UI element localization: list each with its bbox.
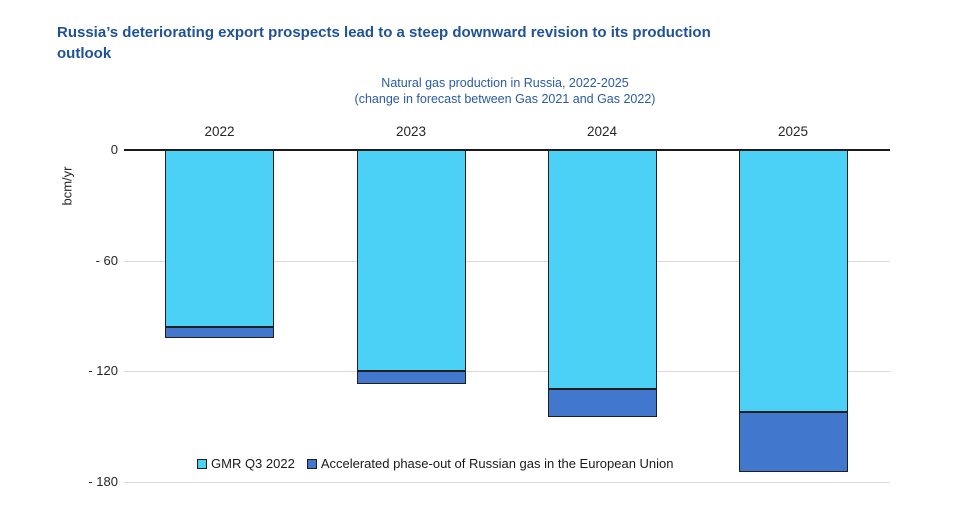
legend-label: GMR Q3 2022 <box>211 456 295 471</box>
legend-swatch-icon <box>197 458 207 469</box>
category-label: 2025 <box>777 124 809 139</box>
y-axis-label: bcm/yr <box>59 166 75 206</box>
chart-legend: GMR Q3 2022 Accelerated phase-out of Rus… <box>197 456 674 471</box>
page-title-line-1: Russia’s deteriorating export prospects … <box>57 24 711 41</box>
gridline <box>124 481 890 483</box>
legend-item-accelerated-phase-out: Accelerated phase-out of Russian gas in … <box>306 456 674 471</box>
chart-subtitle: Natural gas production in Russia, 2022-2… <box>40 75 968 107</box>
bar-segment <box>547 389 657 418</box>
legend-label: Accelerated phase-out of Russian gas in … <box>320 456 674 471</box>
y-tick-label: - 60 <box>95 252 118 268</box>
category-label: 2022 <box>204 124 235 139</box>
y-tick-label: 0 <box>110 142 118 157</box>
category-label: 2024 <box>586 124 618 139</box>
stacked-bar-2023 <box>356 150 466 384</box>
chart-subtitle-line-1: Natural gas production in Russia, 2022-2… <box>381 76 629 90</box>
bar-segment <box>165 326 274 338</box>
stacked-bar-2025 <box>738 150 848 473</box>
bar-segment <box>738 411 848 473</box>
stacked-bar-2022 <box>165 150 274 338</box>
bar-segment <box>738 150 848 412</box>
bar-segment <box>356 371 466 384</box>
bar-segment <box>165 150 274 327</box>
legend-item-gmr-q3-2022: GMR Q3 2022 <box>197 456 295 471</box>
bar-segment <box>547 150 657 390</box>
y-tick-label: - 180 <box>88 473 118 489</box>
bar-segment <box>356 150 466 371</box>
category-label: 2023 <box>395 124 427 139</box>
legend-swatch-icon <box>306 458 317 469</box>
gridline <box>124 260 890 262</box>
page-title-line-2: outlook <box>57 45 112 62</box>
y-tick-label: - 120 <box>88 363 118 378</box>
chart-subtitle-line-2: (change in forecast between Gas 2021 and… <box>354 92 656 106</box>
stacked-bar-2024 <box>547 150 657 418</box>
page-title: Russia’s deteriorating export prospects … <box>57 22 937 64</box>
gridline <box>124 371 890 372</box>
x-axis-zero-line <box>124 149 890 151</box>
